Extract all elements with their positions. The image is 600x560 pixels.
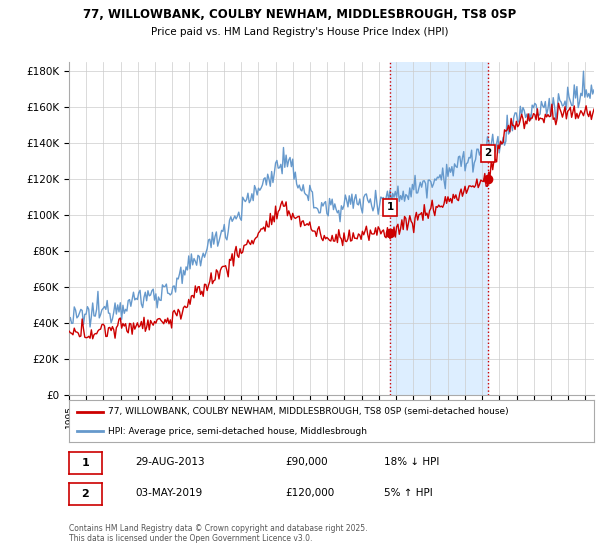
- Text: HPI: Average price, semi-detached house, Middlesbrough: HPI: Average price, semi-detached house,…: [109, 427, 367, 436]
- Text: 77, WILLOWBANK, COULBY NEWHAM, MIDDLESBROUGH, TS8 0SP (semi-detached house): 77, WILLOWBANK, COULBY NEWHAM, MIDDLESBR…: [109, 407, 509, 416]
- Text: Contains HM Land Registry data © Crown copyright and database right 2025.
This d: Contains HM Land Registry data © Crown c…: [69, 524, 367, 543]
- Text: 2: 2: [484, 148, 491, 158]
- Text: 5% ↑ HPI: 5% ↑ HPI: [384, 488, 433, 498]
- Text: Price paid vs. HM Land Registry's House Price Index (HPI): Price paid vs. HM Land Registry's House …: [151, 27, 449, 37]
- Text: £90,000: £90,000: [285, 457, 328, 467]
- Text: 1: 1: [386, 203, 394, 212]
- Text: £120,000: £120,000: [285, 488, 334, 498]
- Text: 18% ↓ HPI: 18% ↓ HPI: [384, 457, 439, 467]
- Text: 1: 1: [82, 458, 89, 468]
- Text: 77, WILLOWBANK, COULBY NEWHAM, MIDDLESBROUGH, TS8 0SP: 77, WILLOWBANK, COULBY NEWHAM, MIDDLESBR…: [83, 8, 517, 21]
- Text: 2: 2: [82, 489, 89, 499]
- Text: 03-MAY-2019: 03-MAY-2019: [135, 488, 202, 498]
- Text: 29-AUG-2013: 29-AUG-2013: [135, 457, 205, 467]
